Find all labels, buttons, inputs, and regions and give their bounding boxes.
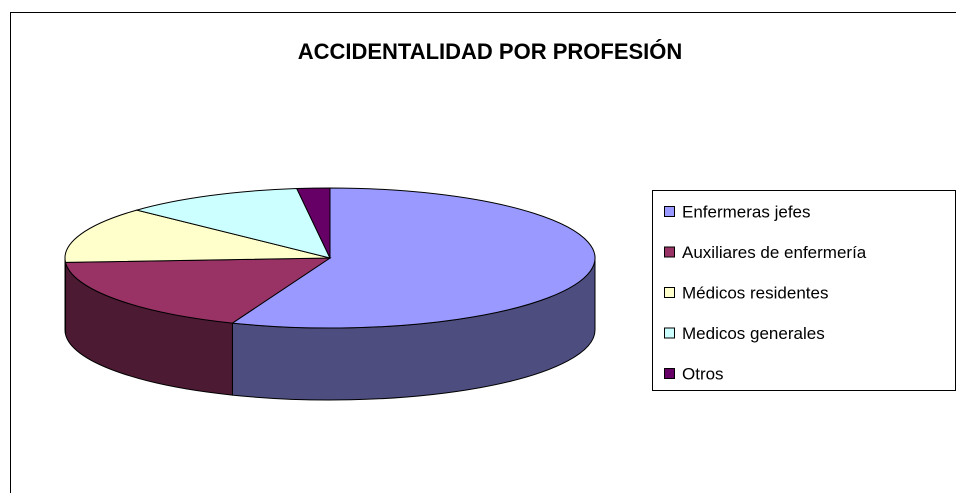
legend-swatch — [664, 287, 675, 298]
legend-label: Médicos residentes — [682, 283, 828, 302]
pie-slice — [231, 187, 596, 329]
legend-label: Auxiliares de enfermería — [682, 243, 867, 262]
pie-slice — [64, 257, 332, 324]
legend: Enfermeras jefes Auxiliares de enfermería… — [664, 202, 867, 383]
legend-label: Otros — [682, 364, 724, 383]
pie-side — [64, 257, 67, 335]
pie-slice — [64, 209, 331, 263]
legend-swatch — [664, 327, 675, 339]
pie-slice — [296, 187, 331, 259]
legend-swatch — [664, 206, 675, 217]
legend-swatch — [664, 368, 675, 379]
legend-box — [652, 190, 956, 391]
legend-label: Medicos generales — [682, 324, 825, 343]
legend-swatch — [664, 246, 675, 258]
legend-label: Enfermeras jefes — [682, 202, 811, 221]
pie — [64, 187, 596, 401]
pie-slice — [134, 188, 331, 259]
chart-title: ACCIDENTALIDAD POR PROFESIÓN — [298, 39, 683, 64]
